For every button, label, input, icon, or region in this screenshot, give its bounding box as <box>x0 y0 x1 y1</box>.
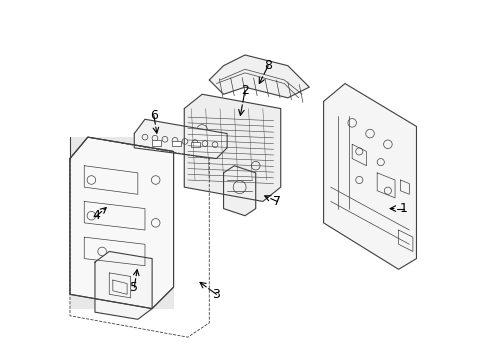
Polygon shape <box>184 94 281 202</box>
Text: 1: 1 <box>400 202 408 215</box>
Polygon shape <box>134 119 227 158</box>
FancyBboxPatch shape <box>70 137 173 309</box>
Bar <box>192 142 200 147</box>
Text: 4: 4 <box>93 209 100 222</box>
Text: 6: 6 <box>150 109 158 122</box>
Bar <box>152 140 161 146</box>
Polygon shape <box>70 137 173 309</box>
Bar <box>172 141 181 147</box>
Text: 2: 2 <box>241 84 249 97</box>
Text: 5: 5 <box>130 281 138 294</box>
Polygon shape <box>323 84 416 269</box>
Polygon shape <box>223 166 256 216</box>
Text: 7: 7 <box>273 195 281 208</box>
Text: 8: 8 <box>264 59 272 72</box>
Polygon shape <box>95 251 152 319</box>
Text: 3: 3 <box>213 288 220 301</box>
Polygon shape <box>209 55 309 98</box>
